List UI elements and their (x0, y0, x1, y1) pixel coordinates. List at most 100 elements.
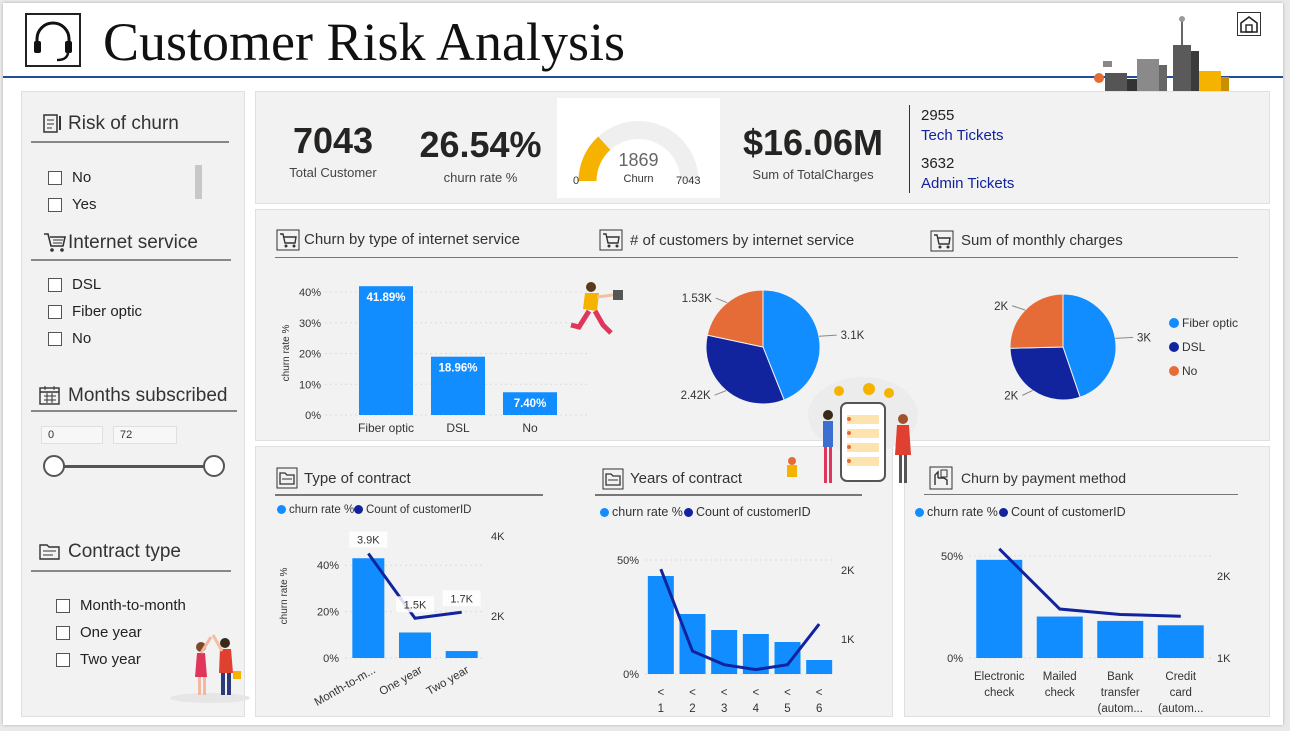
legend-dot-icon (354, 505, 363, 514)
checkbox[interactable] (56, 598, 70, 613)
legend-dot-icon (1169, 318, 1179, 328)
legend-label: Count of customerID (696, 505, 811, 519)
line-data-label: 1.7K (450, 593, 473, 605)
pie-slice (1009, 346, 1081, 401)
y-tick-label: 50% (617, 555, 639, 567)
data-label-bg (442, 590, 481, 607)
contract-option-month[interactable]: Month-to-month (56, 597, 186, 614)
x-tick-label: 4 (753, 703, 760, 715)
churn-gauge (578, 121, 699, 181)
internet-option-label: DSL (72, 276, 102, 293)
total-customer-label: Total Customer (289, 165, 377, 180)
pie-leader-line (818, 334, 837, 337)
pie-slice (1062, 293, 1117, 398)
risk-filter-title: Risk of churn (68, 113, 179, 134)
years-of-contract-chart: 0%50%1K2K<1Year<2Year<3Year<4Year<5Year<… (617, 555, 855, 715)
bar-value-label: 7.40% (514, 398, 547, 410)
contract-option-one-year[interactable]: One year (56, 624, 142, 641)
x-tick-label: (autom... (1158, 703, 1203, 715)
y-tick-label: 0% (947, 653, 963, 665)
cart-icon (930, 230, 954, 252)
checkbox[interactable] (48, 331, 62, 346)
checkbox[interactable] (56, 652, 70, 667)
churn-by-payment-title: Churn by payment method (961, 470, 1126, 486)
pie-slice (705, 334, 785, 405)
months-max-input[interactable]: 72 (113, 426, 177, 444)
legend-label: Fiber optic (1182, 316, 1238, 330)
months-slider-track[interactable] (55, 465, 215, 468)
customers-by-internet-chart: 3.1K 2.42K 1.53K (681, 289, 865, 405)
calendar-icon (39, 386, 60, 405)
x-tick-label: < (689, 687, 696, 699)
x-tick-label: < (752, 687, 759, 699)
legend-dot-icon (1169, 366, 1179, 376)
checkbox[interactable] (48, 197, 62, 212)
gauge-min: 0 (573, 175, 580, 187)
contract-option-label: One year (80, 624, 142, 641)
y-tick-label: 30% (299, 318, 321, 330)
churn-rate-label: churn rate % (443, 170, 518, 185)
bar (1036, 616, 1083, 658)
page-title: Customer Risk Analysis (103, 12, 626, 72)
risk-option-yes[interactable]: Yes (48, 196, 96, 213)
pie-data-label: 3K (1137, 332, 1151, 344)
months-slider-min-handle[interactable] (43, 455, 65, 477)
payment-panel (904, 446, 1270, 717)
x-tick-label: Bank (1107, 671, 1133, 683)
checkbox[interactable] (48, 304, 62, 319)
x-tick-label: 1 (658, 703, 664, 715)
pie-slice (762, 289, 821, 401)
churn-gauge-card (557, 98, 720, 198)
legend-churn-rate: churn rate % (277, 504, 354, 516)
risk-option-label: No (72, 169, 92, 186)
checkbox[interactable] (48, 170, 62, 185)
internet-option-dsl[interactable]: DSL (48, 276, 101, 293)
internet-filter-title: Internet service (68, 232, 198, 253)
tech-tickets-value: 2955 (921, 107, 955, 124)
y2-tick-label: 2K (1217, 571, 1231, 583)
contract-filter-rule (31, 570, 231, 572)
home-icon[interactable] (1237, 12, 1261, 36)
internet-option-no[interactable]: No (48, 330, 91, 347)
pie-data-label: 2.42K (681, 390, 711, 402)
x-tick-label: card (1170, 687, 1192, 699)
x-tick-label: DSL (446, 421, 470, 435)
checkbox[interactable] (48, 277, 62, 292)
x-tick-label: 3 (721, 703, 727, 715)
admin-tickets-label: Admin Tickets (921, 175, 1015, 192)
risk-option-no[interactable]: No (48, 169, 91, 186)
y2-tick-label: 2K (491, 611, 505, 623)
y-axis-label: churn rate % (279, 568, 290, 625)
bar (1157, 625, 1204, 658)
bar (774, 642, 801, 674)
internet-option-fiber[interactable]: Fiber optic (48, 303, 142, 320)
dashboard-canvas: Customer Risk Analysis Risk of churn (3, 3, 1283, 725)
pie-leader-line (1012, 305, 1026, 311)
x-tick-label: One year (378, 664, 425, 698)
legend-dot-icon (1169, 342, 1179, 352)
contract-filter-icon (39, 544, 60, 560)
admin-tickets-value: 3632 (921, 155, 955, 172)
pie-leader-line (1022, 390, 1033, 396)
y2-tick-label: 1K (841, 634, 855, 646)
bar (806, 660, 833, 674)
x-tick-label: Two year (425, 664, 472, 698)
gauge-label: Churn (623, 173, 654, 185)
total-charges-label: Sum of TotalCharges (752, 167, 874, 182)
risk-filter-scrollbar[interactable] (195, 165, 202, 199)
x-tick-label: transfer (1101, 687, 1140, 699)
bar (976, 559, 1023, 658)
legend-dot-icon (999, 508, 1008, 517)
checkbox[interactable] (56, 625, 70, 640)
months-min-input[interactable]: 0 (41, 426, 103, 444)
contract-option-two-year[interactable]: Two year (56, 651, 141, 668)
months-slider-max-handle[interactable] (203, 455, 225, 477)
kpi-band (255, 91, 1270, 204)
months-filter-title: Months subscribed (68, 385, 228, 406)
y-tick-label: 10% (299, 379, 321, 391)
bar (352, 558, 385, 658)
y-tick-label: 40% (317, 560, 339, 572)
running-man-illustration (570, 282, 623, 335)
x-tick-label: < (816, 687, 823, 699)
pie-data-label: 3.1K (841, 330, 865, 342)
